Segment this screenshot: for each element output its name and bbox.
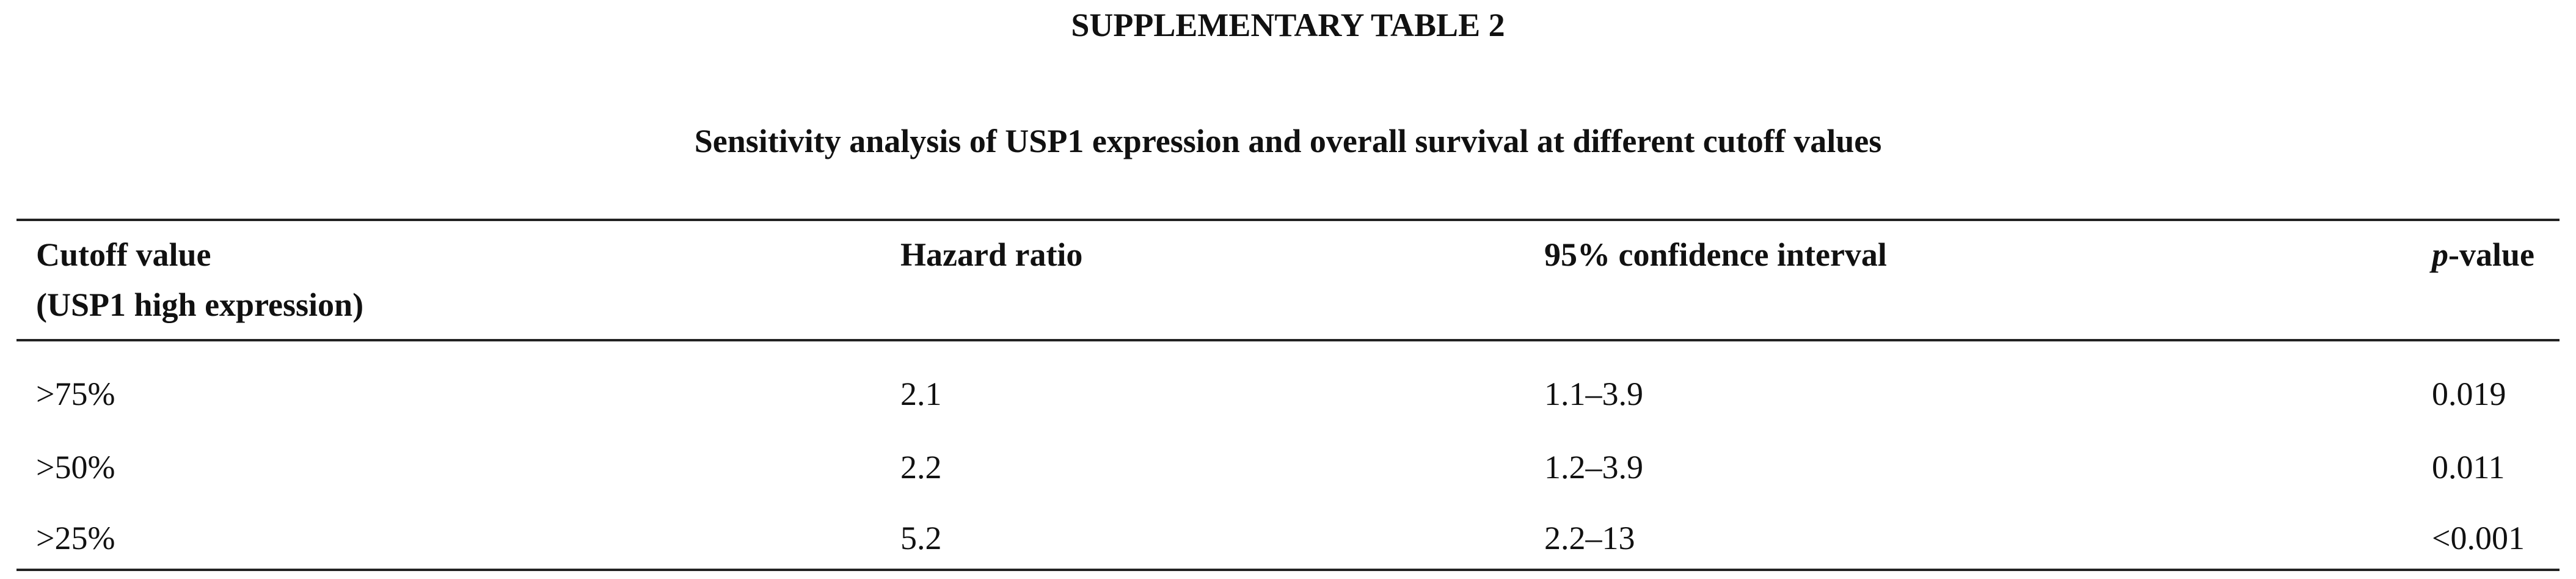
- top-rule: [16, 219, 2560, 221]
- table-cell: 0.011: [2432, 449, 2505, 486]
- header-italic: p: [2432, 236, 2448, 273]
- header-rule: [16, 339, 2560, 341]
- table-cell: 5.2: [900, 520, 942, 556]
- header-cell: Cutoff value (USP1 high expression): [36, 228, 363, 331]
- table-cell: >25%: [36, 520, 115, 556]
- table-cell: >50%: [36, 449, 115, 486]
- table-subtitle: Sensitivity analysis of USP1 expression …: [694, 123, 1882, 159]
- table-cell: 1.2–3.9: [1544, 449, 1643, 486]
- table-cell: <0.001: [2432, 520, 2525, 556]
- table-cell: 1.1–3.9: [1544, 376, 1643, 412]
- table-cell: >75%: [36, 376, 115, 412]
- table-cell: 0.019: [2432, 376, 2506, 412]
- header-text: -value: [2448, 236, 2534, 273]
- table-cell: 2.1: [900, 376, 942, 412]
- header-cell: 95% confidence interval: [1544, 236, 1887, 273]
- header-line: (USP1 high expression): [36, 286, 364, 323]
- header-line: Cutoff value: [36, 236, 211, 273]
- table-cell: 2.2–13: [1544, 520, 1635, 556]
- header-cell: Hazard ratio: [900, 236, 1083, 273]
- bottom-rule: [16, 569, 2560, 571]
- header-cell: p-value: [2432, 228, 2534, 281]
- table-cell: 2.2: [900, 449, 942, 486]
- table-title: SUPPLEMENTARY TABLE 2: [1071, 7, 1505, 43]
